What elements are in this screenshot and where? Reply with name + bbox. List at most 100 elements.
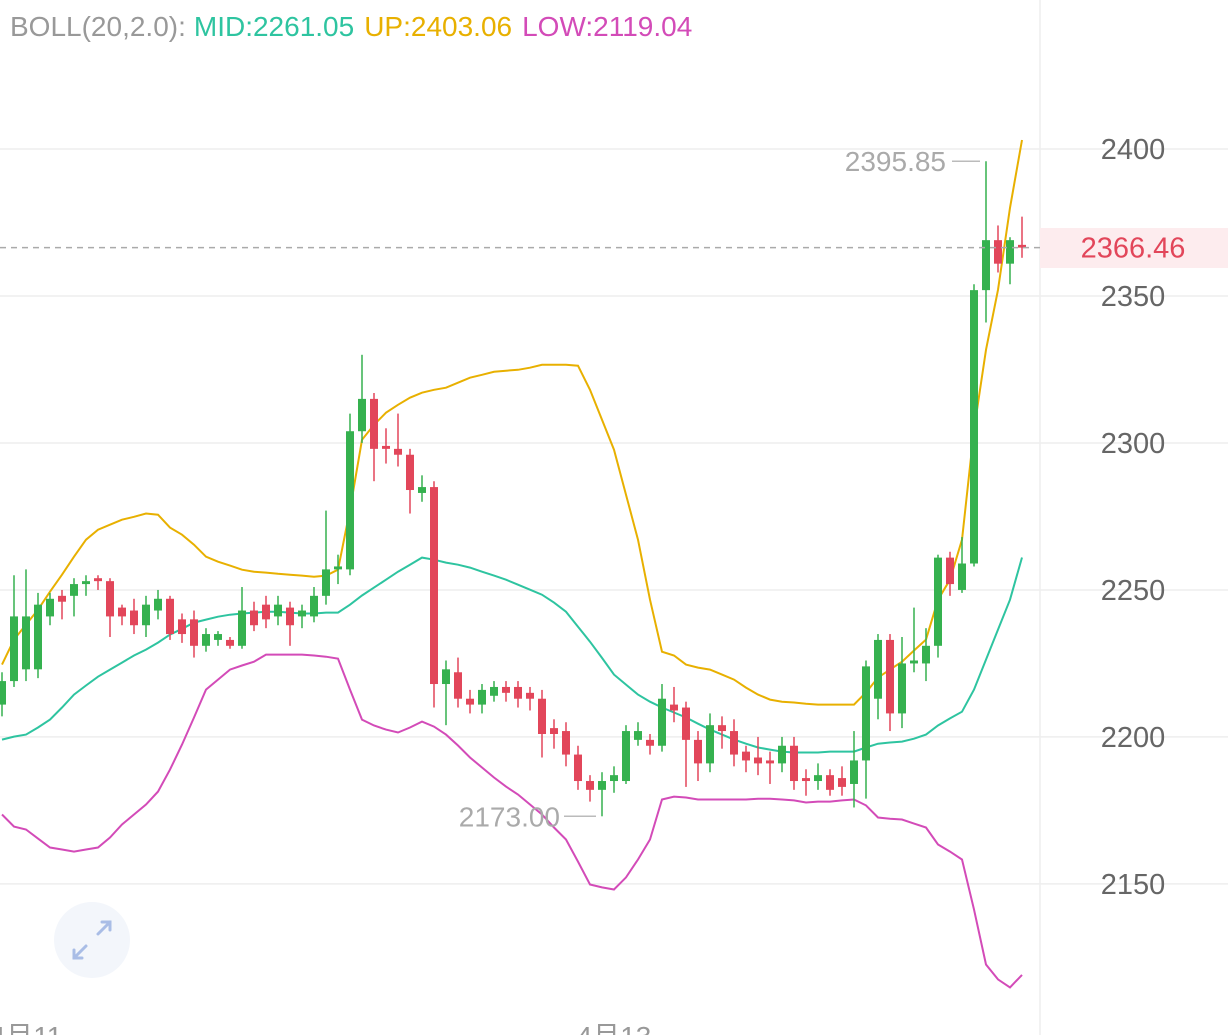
candle-body (466, 698, 474, 705)
candle-body (454, 672, 462, 699)
candle-body (718, 725, 726, 732)
legend-name: UP: (364, 11, 411, 42)
candle-body (10, 616, 18, 682)
candle-body (538, 698, 546, 734)
candle-body (214, 634, 222, 640)
candle-body (178, 619, 186, 635)
price-tag-background (1040, 228, 1228, 268)
candle-body (154, 598, 162, 611)
candle-body (370, 398, 378, 449)
last-price-label: 2366.46 (1081, 233, 1186, 265)
candle-body (70, 584, 78, 596)
candle-body (814, 775, 822, 782)
indicator-label: BOLL(20,2.0): (10, 11, 186, 42)
candle-body (826, 775, 834, 790)
marks (0, 139, 1040, 989)
candle-body (958, 563, 966, 590)
candle-body (898, 663, 906, 714)
candle-body (190, 619, 198, 646)
candle-body (754, 757, 762, 764)
candle-body (442, 669, 450, 685)
legend-name: LOW: (522, 11, 593, 42)
candle-body (226, 639, 234, 646)
x-tick-label: 4月11 (0, 1021, 62, 1035)
candle-body (550, 728, 558, 734)
candle-body (346, 431, 354, 570)
candle-body (562, 731, 570, 755)
candle-body (610, 775, 618, 782)
candle-body (790, 745, 798, 782)
candle-body (526, 692, 534, 699)
legend-name: MID: (194, 11, 253, 42)
candle-body (946, 557, 954, 585)
candle-body (250, 610, 258, 626)
candle-body (418, 487, 426, 493)
candle-body (778, 745, 786, 764)
candle-body (574, 754, 582, 782)
candle-body (706, 725, 714, 764)
candle-body (286, 607, 294, 626)
candle-body (130, 610, 138, 626)
candle-body (766, 760, 774, 764)
candle-body (82, 581, 90, 585)
legend-value: 2403.06 (411, 11, 512, 42)
candle-body (22, 616, 30, 670)
candle-body (118, 607, 126, 617)
candle-body (886, 639, 894, 714)
legend-value: 2119.04 (593, 11, 692, 42)
candle-body (802, 778, 810, 782)
candle-body (322, 569, 330, 596)
candle-body (46, 598, 54, 617)
candle-body (262, 604, 270, 620)
candle-body (922, 645, 930, 664)
candle-body (982, 240, 990, 291)
candle-body (382, 445, 390, 449)
max-label: 2395.85 (845, 146, 946, 177)
candle-body (634, 731, 642, 740)
candle-body (934, 557, 942, 646)
candle-body (994, 240, 1002, 264)
candle-body (1018, 244, 1026, 248)
candle-body (670, 704, 678, 711)
candle-body (502, 686, 510, 693)
candle-body (298, 610, 306, 617)
candle-body (106, 581, 114, 617)
expand-icon[interactable] (72, 920, 112, 960)
legend: BOLL(20,2.0): MID:2261.05 UP:2403.06 LOW:21… (10, 11, 692, 42)
candle-body (0, 681, 6, 705)
candle-body (406, 454, 414, 491)
candle-body (730, 731, 738, 755)
candle-body (646, 739, 654, 746)
y-tick-label: 2350 (1101, 281, 1166, 313)
candle-body (394, 448, 402, 455)
candle-body (490, 686, 498, 696)
band-line (1, 139, 1023, 706)
candle-body (142, 604, 150, 626)
candle-body (358, 398, 366, 432)
expand-button-bg[interactable] (54, 902, 130, 978)
candle-body (682, 707, 690, 740)
y-tick-label: 2250 (1101, 575, 1166, 607)
candle-body (58, 595, 66, 602)
y-tick-label: 2400 (1101, 134, 1166, 166)
y-tick-label: 2200 (1101, 722, 1166, 754)
candle-body (310, 595, 318, 617)
candle-body (586, 781, 594, 790)
candle-body (970, 290, 978, 564)
y-tick-label: 2150 (1101, 869, 1166, 901)
candle-body (94, 578, 102, 582)
expand-button[interactable] (54, 902, 130, 978)
candle-body (658, 698, 666, 746)
candle-body (514, 686, 522, 699)
candle-body (874, 639, 882, 699)
min-label: 2173.00 (459, 801, 560, 832)
candle-body (694, 739, 702, 764)
candle-body (202, 634, 210, 646)
candle-body (34, 604, 42, 670)
candle-body (238, 610, 246, 646)
candle-body (430, 487, 438, 685)
x-tick-label: 4月13 (577, 1021, 652, 1035)
candle-body (742, 751, 750, 761)
